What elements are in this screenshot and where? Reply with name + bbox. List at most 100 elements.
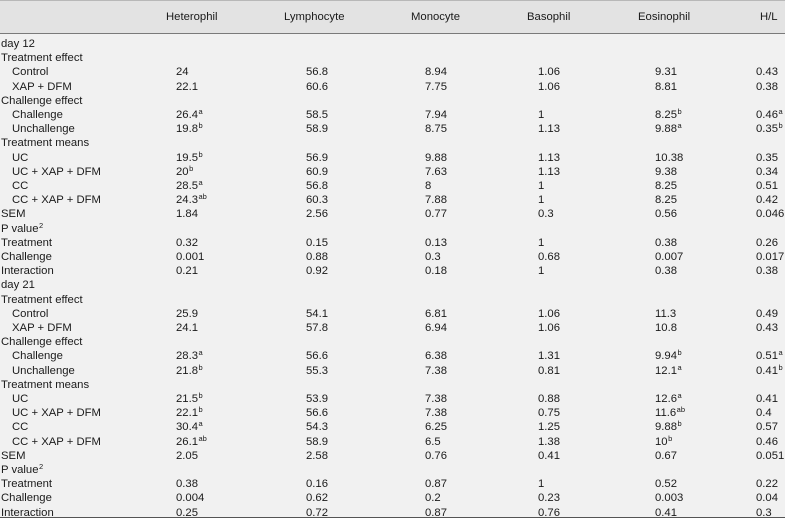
row-label: CC [12,421,29,434]
row-label: SEM [1,208,26,221]
significance-letter: ab [198,433,207,443]
table-cell: 1 [538,264,544,278]
row-label: Treatment [1,478,53,491]
cell-value: 9.88 [425,151,447,164]
row-label: Unchallenge [12,123,75,136]
significance-letter: b [677,419,682,429]
table-cell: 0.87 [425,477,447,491]
cell-value: 53.9 [306,393,328,405]
cell-value: 0.3 [538,208,554,221]
cell-value: 26.1 [176,435,198,448]
cell-value: 56.8 [306,66,328,79]
table-cell: 19.5b [176,150,203,165]
table-cell: 0.72 [306,506,328,520]
table-cell: 0.67 [655,449,677,463]
table-cell: 8.94 [425,65,447,79]
table-cell: 0.007 [655,250,683,264]
table-cell: 24.3ab [176,193,207,207]
table-cell: 28.5a [176,179,203,193]
cell-value: 22.1 [176,80,198,93]
table-cell: 0.21 [176,264,198,278]
table-cell: 0.34 [756,165,778,179]
significance-letter: ab [676,405,685,415]
row-label: day 21 [1,279,35,292]
table-cell: 0.16 [306,477,328,491]
table-cell: 0.52 [655,477,677,491]
cell-value: 0.003 [655,492,684,505]
table-cell: 9.94b [655,349,682,363]
table-row: Challenge 0.004 0.62 0.2 0.23 0.003 0.04 [0,491,785,505]
row-label: Challenge [12,350,63,363]
table-row: CC + XAP + DFM 26.1ab 58.9 6.5 1.38 10b 0.46 [0,433,785,449]
table-cell: 0.41 [538,449,560,463]
cell-value: 0.22 [756,478,778,491]
cell-value: 0.017 [756,251,785,263]
cell-value: 0.57 [756,421,778,434]
cell-value: 7.63 [425,165,447,178]
table-cell: 12.1a [655,363,682,378]
column-header-lymphocyte: Lymphocyte [284,11,345,23]
cell-value: 57.8 [306,322,328,334]
table-cell: 56.9 [306,151,328,165]
table-cell: 0.88 [306,250,328,264]
table-cell: 56.6 [306,349,328,363]
cell-value: 0.87 [425,478,447,491]
table-cell: 0.51 [756,179,778,193]
cell-value: 6.38 [425,350,447,363]
cell-value: 54.1 [306,307,328,320]
cell-value: 0.32 [176,236,198,249]
cell-value: 7.38 [425,393,447,405]
cell-value: 0.92 [306,265,328,278]
table-cell: 1 [538,193,544,207]
table-cell: 0.51a [756,349,783,363]
row-label: UC + XAP + DFM [12,165,101,178]
cell-value: 28.5 [176,180,198,192]
cell-value: 26.4 [176,109,198,121]
cell-value: 0.001 [176,251,205,263]
cell-value: 1.13 [538,123,560,136]
table-cell: 22.1 [176,80,198,94]
cell-value: 9.31 [655,66,677,79]
cell-value: 0.62 [306,492,328,505]
table-cell: 60.9 [306,165,328,179]
cell-value: 0.23 [538,492,560,505]
row-label: CC [12,180,29,192]
cell-value: 1.13 [538,165,560,178]
table-row: Treatment means [0,136,785,150]
cell-value: 1 [538,109,545,121]
table-cell: 0.003 [655,491,683,505]
table-cell: 7.38 [425,364,447,378]
cell-value: 12.6 [655,393,677,405]
table-cell: 0.81 [538,364,560,378]
significance-letter: b [668,433,673,443]
table-cell: 0.25 [176,506,198,520]
cell-value: 0.42 [756,194,778,207]
table-cell: 0.38 [756,264,778,278]
cell-value: 0.26 [756,236,778,249]
table-cell: 0.23 [538,491,560,505]
cell-value: 21.8 [176,364,198,377]
table-cell: 9.38 [655,165,677,179]
table-cell: 0.62 [306,491,328,505]
cell-value: 8.25 [655,194,677,207]
table-cell: 10.8 [655,321,677,335]
table-cell: 1 [538,236,544,250]
table-row: Treatment means [0,378,785,392]
significance-letter: b [198,362,203,372]
cell-value: 9.38 [655,165,677,178]
table-cell: 12.6a [655,392,682,406]
cell-value: 0.88 [538,393,560,405]
table-cell: 7.88 [425,193,447,207]
cell-value: 0.18 [425,265,447,278]
table-row: XAP + DFM 22.1 60.6 7.75 1.06 8.81 0.38 [0,80,785,94]
table-cell: 2.56 [306,207,328,221]
table-cell: 1 [538,179,544,193]
table-cell: 6.5 [425,435,441,449]
table-row: CC + XAP + DFM 24.3ab 60.3 7.88 1 8.25 0.42 [0,193,785,207]
table-cell: 55.3 [306,364,328,378]
table-cell: 0.38 [176,477,198,491]
table-cell: 58.9 [306,122,328,136]
table-cell: 9.31 [655,65,677,79]
table-cell: 1.84 [176,207,198,221]
